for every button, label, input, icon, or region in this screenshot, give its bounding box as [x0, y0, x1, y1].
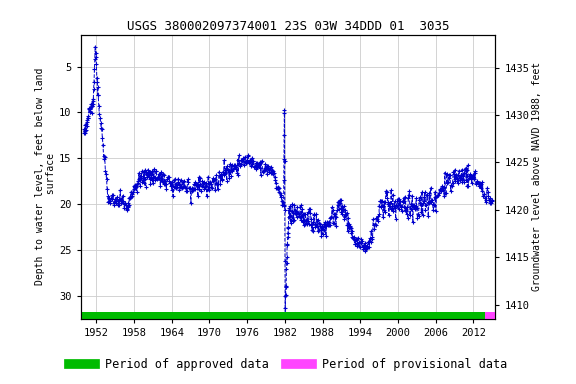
Y-axis label: Groundwater level above NAVD 1988, feet: Groundwater level above NAVD 1988, feet: [532, 62, 542, 291]
Title: USGS 380002097374001 23S 03W 34DDD 01  3035: USGS 380002097374001 23S 03W 34DDD 01 30…: [127, 20, 449, 33]
Bar: [81, 312, 484, 319]
Y-axis label: Depth to water level, feet below land
 surface: Depth to water level, feet below land su…: [35, 68, 56, 285]
Legend: Period of approved data, Period of provisional data: Period of approved data, Period of provi…: [65, 354, 511, 376]
Bar: [484, 312, 495, 319]
